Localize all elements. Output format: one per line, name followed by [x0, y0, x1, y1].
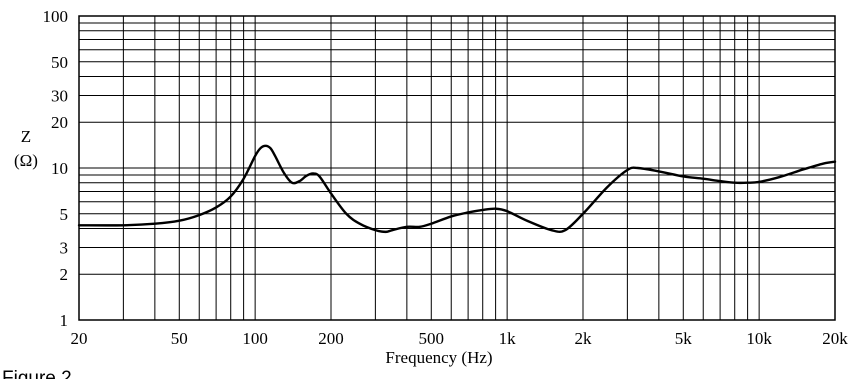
horizontal-gridlines [79, 22, 835, 275]
y-tick-label: 100 [43, 7, 69, 26]
y-tick-label: 50 [51, 53, 68, 72]
x-tick-label: 10k [746, 329, 772, 348]
figure-caption: Figure 2 [2, 368, 72, 379]
x-tick-label: 20 [71, 329, 88, 348]
y-tick-label: 2 [60, 265, 69, 284]
x-tick-label: 50 [171, 329, 188, 348]
y-tick-label: 20 [51, 113, 68, 132]
y-tick-label: 10 [51, 159, 68, 178]
y-tick-label: 5 [60, 205, 69, 224]
x-tick-label: 100 [242, 329, 268, 348]
y-tick-label: 3 [60, 238, 69, 257]
x-tick-label: 2k [575, 329, 593, 348]
x-tick-labels: 20 50 100 200 500 1k 2k 5k 10k 20k [71, 329, 849, 348]
y-tick-label: 1 [60, 311, 69, 330]
y-tick-label: 30 [51, 86, 68, 105]
x-axis-label: Frequency (Hz) [385, 348, 492, 367]
y-axis-label-unit: (Ω) [14, 151, 38, 170]
x-tick-label: 20k [822, 329, 848, 348]
x-tick-label: 1k [499, 329, 517, 348]
x-tick-label: 500 [419, 329, 445, 348]
x-tick-label: 200 [318, 329, 344, 348]
y-axis-label-symbol: Z [21, 127, 31, 146]
plot-frame [78, 15, 836, 321]
impedance-curve [77, 144, 837, 234]
y-tick-labels: 1 2 3 5 10 20 30 50 100 [43, 7, 69, 330]
x-tick-label: 5k [675, 329, 693, 348]
